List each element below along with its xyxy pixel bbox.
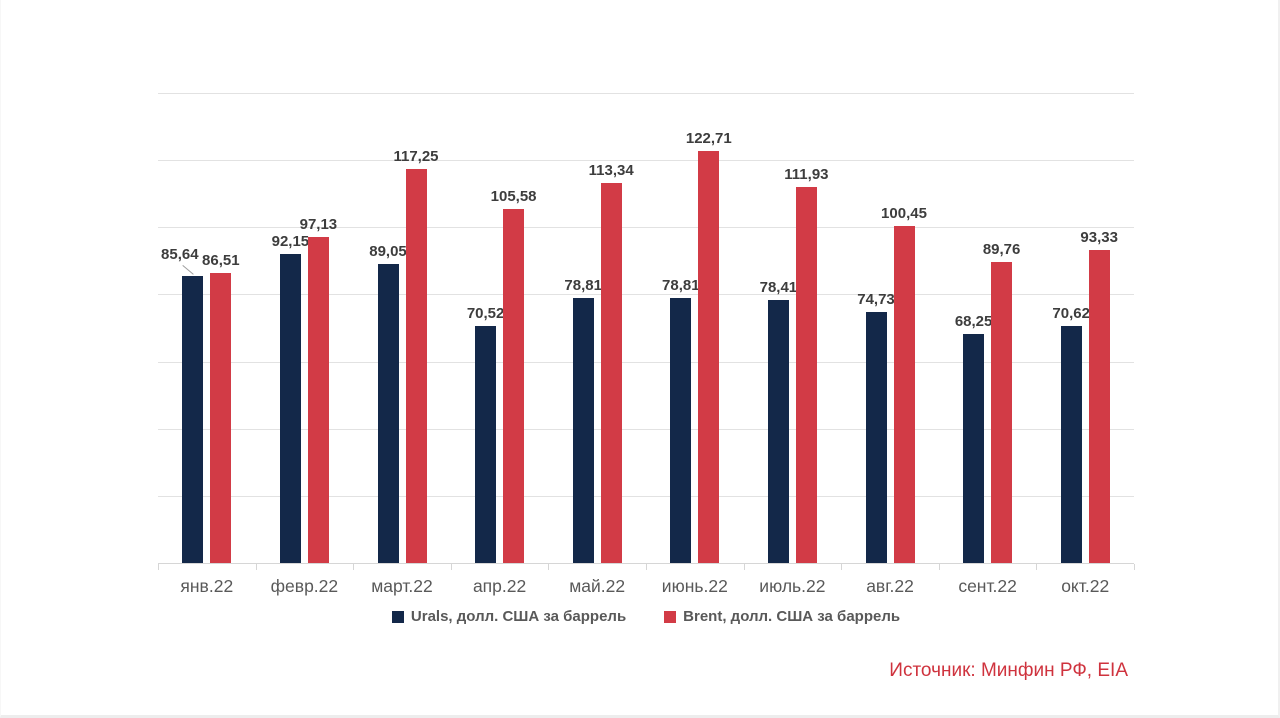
axis-tick: [841, 564, 843, 570]
urals-bar-label: 70,62: [1052, 304, 1090, 322]
gridline: [158, 294, 1134, 296]
brent-bar-label: 111,93: [784, 166, 829, 184]
gridline: [158, 495, 1134, 497]
x-axis-label: февр.22: [270, 576, 339, 596]
brent-bar: [893, 225, 915, 563]
gridline: [158, 361, 1134, 363]
urals-bar: [1060, 325, 1082, 563]
plot-area: 85,64 86,51 92,15 97,13 89,05 117,25 70,52 105,…: [158, 93, 1135, 570]
urals-bar: [475, 326, 497, 563]
urals-bar: [963, 333, 985, 563]
chart-legend: Urals, долл. США за баррель Brent, долл.…: [158, 608, 1134, 625]
legend-item-brent: Brent, долл. США за баррель: [664, 608, 900, 625]
brent-bar: [1088, 249, 1110, 563]
axis-tick: [450, 564, 452, 570]
x-axis-label: июль.22: [759, 576, 826, 596]
urals-bar: [377, 264, 399, 563]
brent-bar-label: 100,45: [881, 204, 927, 222]
brent-bar: [503, 208, 525, 563]
brent-bar-label: 93,33: [1080, 228, 1118, 246]
brent-bar-label: 86,51: [202, 251, 240, 269]
axis-tick: [646, 564, 647, 570]
urals-bar-label: 78,81: [564, 277, 602, 295]
urals-bar-label: 74,73: [857, 291, 895, 309]
x-axis-label: авг.22: [866, 576, 914, 596]
gridline: [158, 428, 1134, 430]
urals-bar: [670, 298, 692, 563]
urals-bar-label: 92,15: [271, 232, 310, 250]
urals-bar-label: 70,52: [466, 305, 505, 323]
brent-bar: [991, 261, 1013, 563]
urals-bar-label: 78,81: [662, 277, 700, 295]
gridline: [158, 160, 1134, 162]
x-axis-label: май.22: [569, 576, 626, 596]
brent-bar: [307, 236, 329, 563]
brent-bar: [795, 187, 817, 563]
source-note: Источник: Минфин РФ, EIA: [889, 660, 1128, 681]
brent-legend-swatch-icon: [664, 610, 677, 623]
gridline: [158, 227, 1134, 229]
urals-bar: [767, 299, 789, 563]
x-axis-line: [158, 563, 1134, 564]
brent-bar-label: 113,34: [588, 161, 634, 179]
urals-bar-label: 68,25: [954, 312, 993, 330]
axis-tick: [1036, 564, 1038, 570]
x-axis-label: янв.22: [180, 576, 234, 596]
urals-bar: [572, 298, 594, 563]
brent-bar: [698, 151, 720, 563]
brent-bar-label: 117,25: [393, 148, 439, 166]
gridline: [158, 93, 1134, 94]
x-axis-label: сент.22: [958, 576, 1017, 596]
axis-tick: [353, 564, 355, 570]
axis-tick: [938, 564, 940, 570]
brent-bar: [210, 272, 232, 563]
urals-bar: [865, 312, 887, 563]
brent-bar-label: 122,71: [685, 130, 732, 148]
urals-legend-swatch-icon: [391, 610, 404, 623]
brent-bar-label: 97,13: [299, 215, 338, 233]
x-axis-label: окт.22: [1061, 576, 1110, 596]
axis-tick: [158, 564, 159, 570]
urals-bar-label: 78,41: [759, 278, 798, 296]
legend-item-urals: Urals, долл. США за баррель: [391, 608, 627, 625]
urals-bar: [279, 253, 301, 563]
axis-tick: [255, 564, 257, 570]
x-axis-label: март.22: [371, 576, 433, 596]
x-axis-label: июнь.22: [661, 576, 728, 596]
axis-tick: [548, 564, 550, 570]
urals-bar-label: 85,64: [161, 245, 199, 263]
label-leader-line: [182, 265, 194, 276]
x-axis-label: апр.22: [472, 576, 527, 596]
urals-bar-label: 89,05: [369, 243, 407, 261]
axis-tick: [1134, 564, 1135, 570]
axis-tick: [743, 564, 745, 570]
brent-legend-label: Brent, долл. США за баррель: [683, 608, 901, 625]
urals-legend-label: Urals, долл. США за баррель: [410, 608, 627, 625]
urals-bar: [182, 275, 204, 563]
brent-bar-label: 89,76: [982, 240, 1021, 258]
brent-bar-label: 105,58: [490, 187, 537, 205]
brent-bar: [405, 169, 427, 563]
brent-bar: [600, 182, 622, 563]
